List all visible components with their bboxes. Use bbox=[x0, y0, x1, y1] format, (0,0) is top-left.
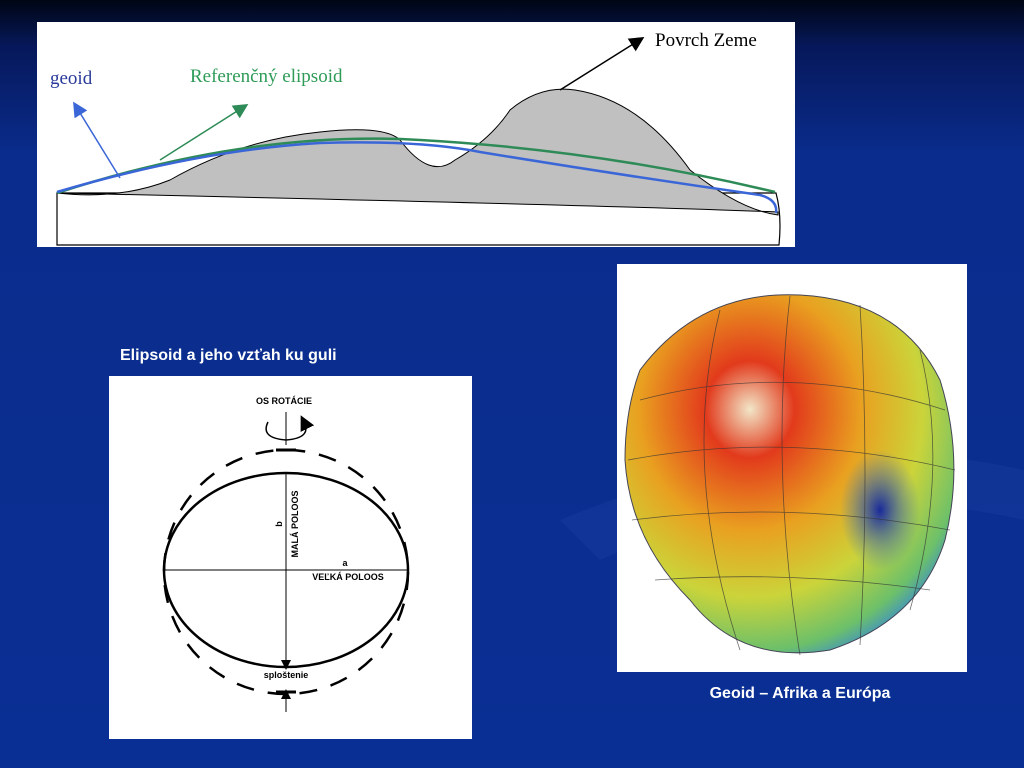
globe-image bbox=[617, 264, 967, 672]
panel bbox=[109, 376, 472, 739]
terrain bbox=[56, 88, 779, 216]
geoid-label: geoid bbox=[50, 68, 93, 89]
surface-label: Povrch Zeme bbox=[655, 30, 757, 51]
minor-label: MALÁ POLOOS bbox=[290, 491, 300, 558]
globe-caption: Geoid – Afrika a Európa bbox=[710, 685, 891, 702]
ellipsoid-arrow bbox=[159, 103, 249, 161]
ellipse-diagram: OS ROTÁCIE MALÁ POLOOS b a VEĽKÁ POLOOS … bbox=[109, 376, 472, 739]
graticule bbox=[627, 295, 956, 656]
ellipsoid-curve bbox=[56, 137, 776, 195]
major-label: VEĽKÁ POLOOS bbox=[312, 572, 384, 582]
geoid-arrow bbox=[73, 101, 121, 179]
blue-anomaly bbox=[840, 450, 920, 570]
ellipse-caption: Elipsoid a jeho vzťah ku guli bbox=[120, 347, 337, 364]
surface-arrow bbox=[559, 37, 645, 91]
flattening-label: sploštenie bbox=[264, 670, 309, 680]
rotation-label: OS ROTÁCIE bbox=[256, 396, 312, 406]
b-label: b bbox=[274, 521, 284, 527]
a-label: a bbox=[342, 558, 348, 568]
ellipsoid-label: Referenčný elipsoid bbox=[190, 66, 343, 87]
geoid-curve bbox=[56, 141, 778, 214]
profile-diagram: Povrch Zeme geoid Referenčný elipsoid bbox=[37, 22, 795, 247]
